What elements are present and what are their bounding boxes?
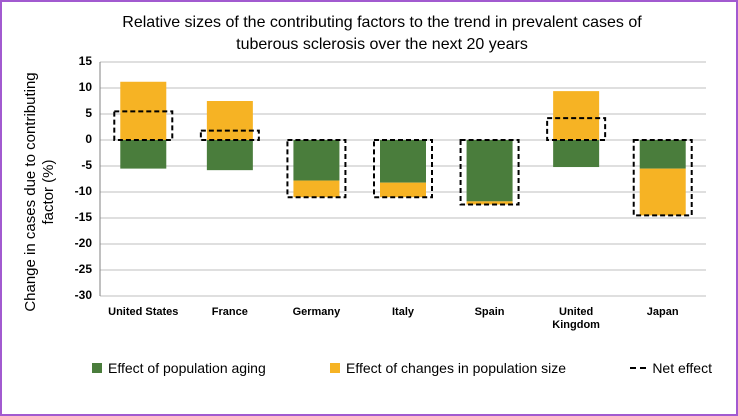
y-tick-label: 5 xyxy=(85,106,92,120)
bar-segment xyxy=(293,140,340,181)
x-tick-label: Germany xyxy=(292,306,341,318)
x-tick-label: France xyxy=(211,306,248,318)
chart-title: Relative sizes of the contributing facto… xyxy=(122,14,642,53)
y-tick-label: 0 xyxy=(85,132,92,146)
legend-swatch xyxy=(92,363,102,373)
y-tick-label: -15 xyxy=(75,210,93,224)
legend-item: Net effect xyxy=(630,360,712,376)
net-effect-box xyxy=(546,117,607,142)
y-tick-label: -10 xyxy=(75,184,93,198)
y-tick-label: 15 xyxy=(79,54,93,68)
legend: Effect of population aging Effect of chan… xyxy=(92,360,712,376)
x-tick-label: Italy xyxy=(391,306,414,318)
x-tick-label: Spain xyxy=(474,306,505,318)
x-tick-label: United States xyxy=(108,306,179,318)
y-tick-label: -25 xyxy=(75,262,93,276)
bar-segment xyxy=(380,140,426,183)
bar-segment xyxy=(206,140,253,171)
bar-segment xyxy=(553,91,600,140)
net-effect-box xyxy=(286,139,347,199)
net-effect-box xyxy=(113,110,174,142)
y-axis-label: Change in cases due to contributing fact… xyxy=(22,72,57,312)
bar-segment xyxy=(293,180,340,198)
y-tick-label: 10 xyxy=(79,80,93,94)
net-effect-box xyxy=(199,129,260,141)
net-effect-box xyxy=(459,139,520,206)
legend-label: Effect of population aging xyxy=(108,360,266,376)
bar-segment xyxy=(120,140,167,169)
bar-segment xyxy=(206,101,253,140)
bar-segment xyxy=(466,140,513,202)
legend-item: Effect of changes in population size xyxy=(330,360,566,376)
legend-swatch xyxy=(630,367,647,369)
legend-swatch xyxy=(330,363,341,373)
legend-label: Net effect xyxy=(652,360,712,376)
bar-segment xyxy=(639,168,686,216)
net-effect-box xyxy=(632,139,693,217)
legend-label: Effect of changes in population size xyxy=(346,360,567,376)
y-tick-label: -5 xyxy=(81,158,92,172)
y-tick-label: -30 xyxy=(75,288,93,302)
bar-segment xyxy=(639,140,686,169)
bar-segment xyxy=(466,201,513,205)
x-tick-label: United Kingdom xyxy=(552,306,600,331)
legend-item: Effect of population aging xyxy=(92,360,266,376)
bar-segment xyxy=(380,182,426,198)
net-effect-box xyxy=(373,139,433,199)
bar-segment xyxy=(553,140,600,168)
x-tick-label: Japan xyxy=(646,306,679,318)
y-tick-label: -20 xyxy=(75,236,93,250)
